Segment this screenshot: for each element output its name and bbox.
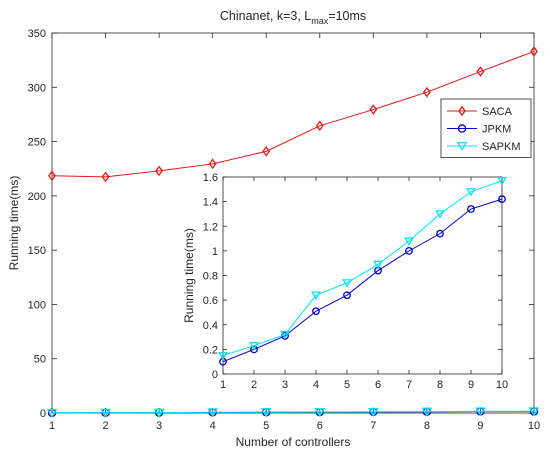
inset-x-tick-label: 6: [375, 379, 381, 391]
inset-y-tick-label: 0.4: [203, 320, 218, 332]
inset-x-tick-label: 8: [437, 379, 443, 391]
inset-y-tick-label: 0.6: [203, 295, 218, 307]
inset-x-tick-label: 9: [468, 379, 474, 391]
inset-series-series-2-point: [311, 291, 321, 300]
main-series-sapkm-point: [367, 407, 379, 417]
main-series-sapkm-point: [100, 408, 111, 418]
inset-series-series-1-point: [467, 205, 475, 213]
main-x-tick-label: 3: [156, 420, 162, 432]
legend: SACA JPKM SAPKM: [440, 98, 532, 158]
main-series-sapkm-point: [421, 407, 433, 417]
inset-series-series-1-point: [436, 229, 444, 238]
inset-plot: 1 2 3 4 5 6 7 8 9 10 0 0.2 0.4 0.6 0.8 1 1.2 1.4 1.6 Runnin…: [182, 172, 508, 391]
inset-y-tick-label: 0.2: [203, 344, 218, 356]
inset-x-tick-label: 5: [344, 379, 350, 391]
inset-series-series-2-point: [218, 351, 228, 361]
legend-entry-saca-marker: [458, 105, 466, 117]
main-x-tick-label: 9: [477, 420, 483, 432]
inset-y-tick-label: 1: [212, 246, 218, 258]
inset-y-tick-label: 0.8: [203, 271, 218, 283]
main-series-saca-point: [315, 120, 324, 132]
inset-series-series-1-point: [312, 307, 320, 316]
main-x-tick-label: 7: [370, 420, 376, 432]
legend-entry-saca-label: SACA: [482, 106, 513, 118]
inset-series-series-2-point: [404, 237, 414, 246]
legend-entry-jpkm-label: JPKM: [482, 124, 511, 136]
inset-series-series-2-point: [373, 260, 383, 270]
main-y-tick-label: 0: [40, 408, 46, 420]
main-y-tick-label: 150: [28, 245, 46, 257]
inset-series-series-2-point: [342, 279, 352, 288]
main-series-sapkm-point: [475, 407, 486, 417]
main-y-tick-label: 200: [28, 191, 46, 203]
legend-entry-jpkm-marker: [457, 124, 467, 133]
legend-entry-sapkm-marker: [456, 141, 468, 152]
legend-entry-sapkm-label: SAPKM: [482, 141, 521, 153]
main-series-saca-point: [369, 104, 378, 115]
main-series-saca-point: [155, 165, 164, 177]
main-series-saca-point: [208, 158, 217, 170]
inset-series-series-1-point: [498, 195, 506, 204]
inset-x-tick-label: 3: [282, 379, 288, 391]
inset-y-tick-label: 1.6: [203, 172, 218, 184]
inset-series-series-2-point: [466, 188, 476, 197]
inset-series-series-1-point: [343, 291, 351, 300]
main-x-tick-label: 2: [102, 420, 108, 432]
main-x-tick-label: 6: [317, 420, 323, 432]
inset-series-series-2-point: [435, 210, 445, 219]
inset-x-tick-label: 1: [220, 379, 226, 391]
inset-x-tick-label: 7: [406, 379, 412, 391]
main-series-saca-point: [476, 66, 485, 77]
chart-title-prefix: Chinanet, k=3, L: [220, 9, 311, 23]
main-y-tick-label: 350: [28, 28, 46, 40]
main-series-saca-point: [262, 146, 271, 157]
inset-y-tick-label: 1.4: [203, 197, 218, 209]
main-series-saca-point: [101, 171, 110, 183]
main-series-saca-point: [530, 46, 538, 57]
inset-x-tick-label: 2: [251, 379, 257, 391]
main-series-sapkm-point: [207, 408, 219, 418]
main-series-sapkm-point: [153, 408, 165, 418]
main-y-tick-label: 250: [28, 137, 46, 149]
main-series-sapkm-point: [314, 408, 326, 418]
main-series-sapkm-point: [528, 407, 540, 417]
inset-series-series-2-point: [280, 330, 290, 340]
main-series-saca-point: [422, 86, 431, 98]
inset-series-series-2-point: [497, 177, 507, 186]
main-y-axis-label: Running time(ms): [7, 176, 21, 271]
inset-series-series-2-point: [249, 341, 259, 351]
main-x-tick-label: 4: [210, 420, 216, 432]
inset-series-series-2-line: [222, 180, 503, 357]
main-x-tick-label: 5: [263, 420, 269, 432]
main-series-saca-point: [48, 170, 56, 182]
main-x-axis-label: Number of controllers: [236, 435, 351, 449]
inset-y-tick-label: 1.2: [203, 221, 218, 233]
inset-series-series-1-line: [222, 198, 503, 363]
inset-x-tick-label: 4: [313, 379, 319, 391]
main-series-sapkm-point: [46, 408, 58, 418]
main-series-sapkm-point: [260, 408, 272, 418]
main-series-sapkm-line: [51, 410, 535, 414]
chart-title: Chinanet, k=3, Lmax=10ms: [220, 9, 366, 26]
main-series-saca-line: [51, 50, 535, 178]
main-x-tick-label: 1: [49, 420, 55, 432]
main-x-tick-label: 8: [424, 420, 430, 432]
main-y-tick-label: 100: [28, 299, 46, 311]
chart-title-subscript: max: [311, 16, 329, 26]
inset-series-series-1-point: [405, 246, 413, 255]
chart-title-suffix: =10ms: [328, 9, 366, 23]
main-y-tick-label: 50: [34, 354, 46, 366]
inset-y-tick-label: 0: [212, 369, 218, 381]
inset-plot-area: [222, 176, 503, 375]
inset-x-tick-label: 10: [496, 379, 508, 391]
main-y-tick-label: 300: [28, 82, 46, 94]
main-x-tick-label: 10: [528, 420, 540, 432]
inset-y-axis-label: Running time(ms): [182, 228, 196, 323]
